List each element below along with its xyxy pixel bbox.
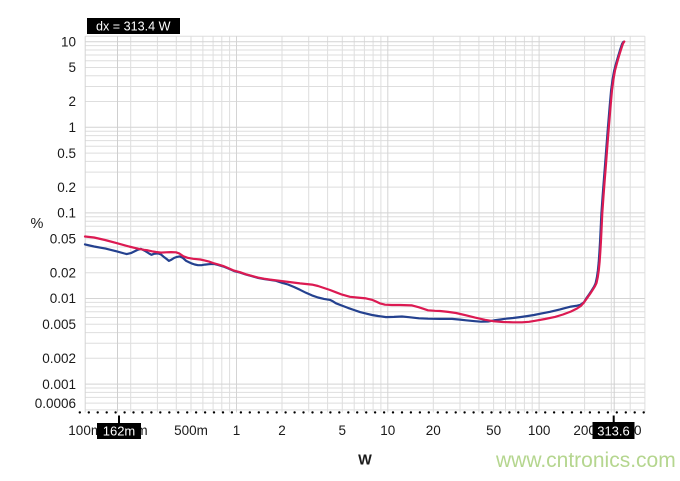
svg-text:dx = 313.4 W: dx = 313.4 W <box>96 20 171 34</box>
svg-text:1: 1 <box>68 120 76 135</box>
svg-text:200: 200 <box>573 423 596 438</box>
svg-text:313.6: 313.6 <box>597 424 630 439</box>
svg-text:50: 50 <box>486 423 501 438</box>
svg-text:2: 2 <box>68 94 76 109</box>
svg-text:1: 1 <box>233 423 241 438</box>
svg-text:100: 100 <box>528 423 551 438</box>
svg-text:100m: 100m <box>68 423 102 438</box>
svg-text:www.cntronics.com: www.cntronics.com <box>495 449 676 472</box>
svg-text:W: W <box>358 453 372 469</box>
svg-text:0.1: 0.1 <box>57 206 76 221</box>
svg-text:0.002: 0.002 <box>42 351 76 366</box>
svg-text:0.02: 0.02 <box>50 265 76 280</box>
svg-text:5: 5 <box>339 423 347 438</box>
svg-text:0.2: 0.2 <box>57 180 76 195</box>
svg-text:0.0006: 0.0006 <box>35 396 76 411</box>
svg-text:0.5: 0.5 <box>57 146 76 161</box>
svg-text:10: 10 <box>380 423 395 438</box>
svg-text:10: 10 <box>61 34 76 49</box>
svg-text:%: % <box>31 216 44 232</box>
svg-text:5: 5 <box>68 60 76 75</box>
svg-text:162m: 162m <box>103 424 136 439</box>
svg-text:500m: 500m <box>174 423 208 438</box>
svg-text:0.01: 0.01 <box>50 291 76 306</box>
svg-text:2: 2 <box>278 423 286 438</box>
svg-text:0.005: 0.005 <box>42 317 76 332</box>
svg-text:20: 20 <box>426 423 441 438</box>
svg-text:0.001: 0.001 <box>42 377 76 392</box>
svg-text:0.05: 0.05 <box>50 231 76 246</box>
